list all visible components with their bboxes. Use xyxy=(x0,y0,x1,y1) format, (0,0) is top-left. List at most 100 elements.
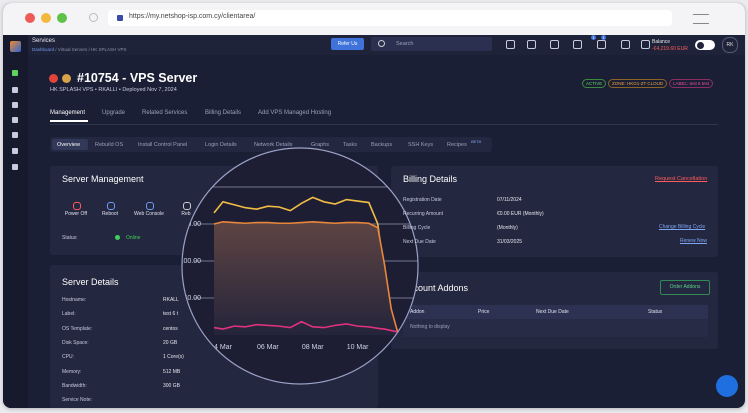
action-icon[interactable] xyxy=(73,202,81,210)
cancel-link[interactable]: Request Cancellation xyxy=(655,176,708,182)
x-tick-label: 08 Mar xyxy=(302,344,324,351)
header-icon[interactable] xyxy=(573,40,582,49)
label-badge: LABEL: test 6 test xyxy=(669,79,714,88)
detail-value: 20 GB xyxy=(163,339,178,346)
x-tick-label: 10 Mar xyxy=(347,344,369,351)
tab[interactable]: Add VPS Managed Hosting xyxy=(258,110,332,116)
subtab[interactable]: Install Control Panel xyxy=(138,142,188,148)
subtab[interactable]: SSH Keys xyxy=(408,142,434,148)
status: Online xyxy=(126,235,141,241)
detail-label: Bandwidth: xyxy=(62,382,87,389)
tab[interactable]: Upgrade xyxy=(102,110,126,116)
nav-icon[interactable] xyxy=(12,87,18,93)
tab[interactable]: Related Services xyxy=(142,110,188,116)
detail-label: CPU: xyxy=(62,354,74,361)
subtab[interactable]: Tasks xyxy=(343,142,358,148)
billing-label: Next Due Date xyxy=(403,239,436,245)
card-title: Billing Details xyxy=(403,174,458,184)
refer-button[interactable]: Refer Us xyxy=(331,38,364,50)
action-icon[interactable] xyxy=(146,202,154,210)
column: Next Due Date xyxy=(536,309,569,315)
y-tick-label: 50.00 xyxy=(183,295,201,302)
column: Status xyxy=(648,309,663,315)
column: Addon xyxy=(410,309,425,315)
reload[interactable] xyxy=(89,13,98,22)
subtab[interactable]: Login Details xyxy=(205,142,237,148)
section: Services xyxy=(32,38,56,44)
logo[interactable] xyxy=(10,41,21,52)
action[interactable]: Reboot xyxy=(101,211,119,217)
action-icon[interactable] xyxy=(183,202,191,210)
toggle[interactable] xyxy=(695,40,715,50)
subtab[interactable]: Graphs xyxy=(311,142,330,148)
nav-icon[interactable] xyxy=(12,164,18,170)
os-icon xyxy=(62,74,71,83)
detail-value: test 6 t xyxy=(163,311,179,318)
crumb[interactable]: / Virtual Servers xyxy=(55,47,88,52)
header-icon[interactable] xyxy=(621,40,630,49)
chat-button[interactable] xyxy=(716,375,738,397)
status-label: Status: xyxy=(62,235,78,241)
balance-label: Balance xyxy=(652,39,671,45)
menu[interactable] xyxy=(693,14,709,24)
renew-link[interactable]: Renew Now xyxy=(680,238,707,244)
nav-icon[interactable] xyxy=(12,117,18,123)
favicon xyxy=(117,15,123,21)
subtab[interactable]: Rebuild OS xyxy=(95,142,124,148)
crumb[interactable]: Dashboard xyxy=(32,47,55,52)
x-tick-label: 06 Mar xyxy=(257,344,279,351)
header-icon[interactable] xyxy=(527,40,536,49)
table-header xyxy=(403,305,708,319)
subtab[interactable]: Backups xyxy=(371,142,393,148)
subtab[interactable]: Overview xyxy=(57,142,80,148)
billing-card xyxy=(391,166,718,257)
nav-icon[interactable] xyxy=(12,148,18,154)
beta: BETA xyxy=(471,139,482,144)
tab[interactable]: Billing Details xyxy=(205,110,242,116)
nav-icon[interactable] xyxy=(12,102,18,108)
detail-value: 300 GB xyxy=(163,382,180,389)
action-icon[interactable] xyxy=(107,202,115,210)
detail-value: RKALL xyxy=(163,297,179,303)
tab-indicator xyxy=(50,120,88,122)
detail-label: Memory: xyxy=(62,368,82,375)
browser-bar: https://my.netshop-isp.com.cy/clientarea… xyxy=(3,3,745,35)
x-tick-label: 4 Mar xyxy=(214,344,233,351)
action[interactable]: Web Console xyxy=(134,211,164,217)
subtab[interactable]: Recipes xyxy=(447,142,467,148)
action[interactable]: Power Off xyxy=(64,211,88,217)
header-icon[interactable] xyxy=(597,40,606,49)
breadcrumb: Dashboard / Virtual Servers / HK SPLASH … xyxy=(32,47,127,52)
header-icon[interactable] xyxy=(550,40,559,49)
change-link[interactable]: Change Billing Cycle xyxy=(659,224,706,230)
card-title: Server Management xyxy=(62,174,144,184)
y-tick-label: 150.00 xyxy=(180,221,202,228)
url-bar[interactable] xyxy=(108,10,672,26)
window: https://my.netshop-isp.com.cy/clientarea… xyxy=(3,3,745,408)
balance: -€4,219.60 EUR xyxy=(652,46,688,52)
crumb: / HK SPLASH VPS xyxy=(88,47,127,52)
order-button[interactable]: Order Addons xyxy=(660,280,710,295)
action[interactable]: Reb xyxy=(181,211,191,217)
billing-value: 07/11/2024 xyxy=(497,197,522,203)
billing-label: Recurring Amount xyxy=(403,211,444,217)
tab[interactable]: Management xyxy=(50,110,86,116)
sidebar xyxy=(3,35,28,408)
avatar[interactable]: RK xyxy=(722,37,738,53)
header-icon[interactable] xyxy=(641,40,650,49)
line xyxy=(213,320,399,333)
search-box[interactable] xyxy=(371,37,492,51)
search-icon xyxy=(378,40,385,47)
y-tick-label: 200.00 xyxy=(180,184,202,191)
billing-value: 31/03/2025 xyxy=(497,239,523,245)
empty: Nothing to display xyxy=(410,324,450,330)
nav-icon[interactable] xyxy=(12,132,18,138)
subtab[interactable]: Network Details xyxy=(254,142,293,148)
subtab-bar xyxy=(50,137,492,152)
header-icon[interactable] xyxy=(506,40,515,49)
divider xyxy=(50,124,718,125)
nav-icon[interactable] xyxy=(12,70,18,76)
billing-value: (Monthly) xyxy=(497,225,518,231)
billing-label: Registration Date xyxy=(403,197,442,203)
subtab-active xyxy=(52,139,88,150)
